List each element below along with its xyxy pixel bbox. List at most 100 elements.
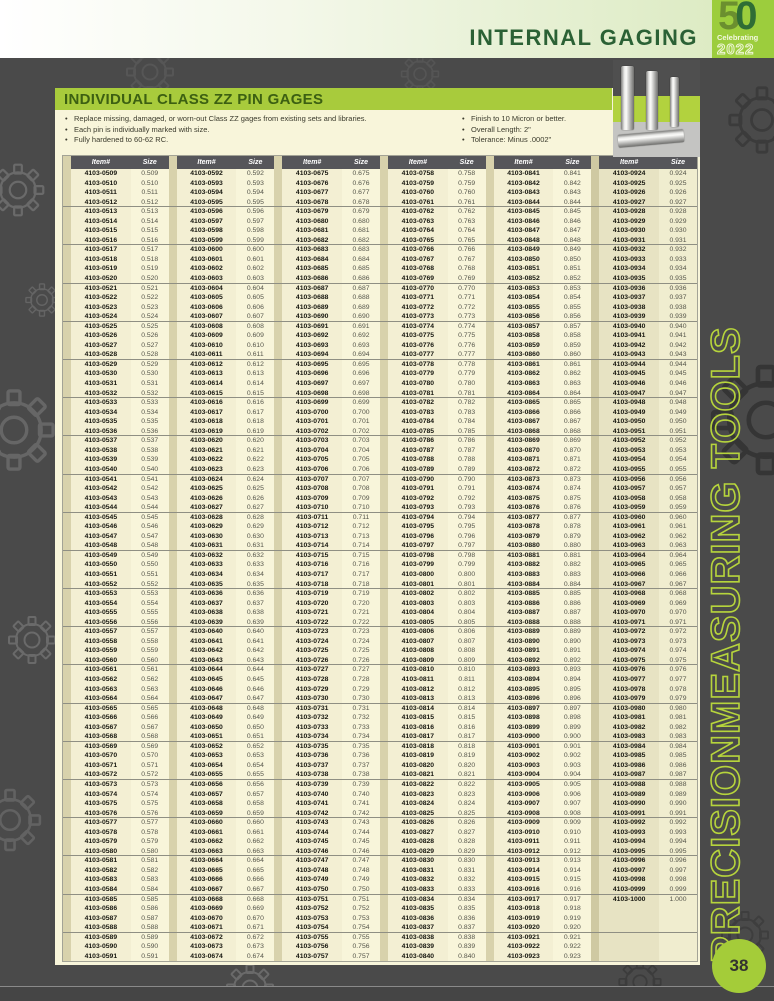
- column-gutter: [63, 646, 71, 656]
- size-cell: 0.994: [659, 837, 697, 847]
- item-cell: 4103-0770: [387, 283, 448, 294]
- column-gutter: [485, 608, 494, 618]
- column-gutter: [274, 274, 283, 283]
- column-gutter: [168, 694, 177, 703]
- column-gutter: [63, 560, 71, 570]
- size-cell: 0.983: [659, 732, 697, 741]
- item-cell: 4103-0872: [493, 464, 554, 474]
- item-cell: 4103-0693: [282, 340, 343, 351]
- table-row: 4103-0571 0.571 4103-0654 0.654 4103-0737 0.7…: [63, 760, 697, 771]
- column-gutter: [168, 464, 177, 474]
- item-cell: 4103-0809: [387, 655, 448, 665]
- column-gutter: [591, 780, 600, 790]
- column-gutter: [168, 178, 177, 189]
- size-cell: 0.511: [130, 188, 169, 198]
- table-row: 4103-0555 0.555 4103-0638 0.638 4103-0721 0.7…: [63, 608, 697, 618]
- item-cell: 4103-0803: [387, 598, 448, 609]
- item-cell: 4103-0781: [387, 388, 448, 398]
- column-gutter: [63, 808, 71, 818]
- column-gutter: [379, 665, 388, 675]
- size-cell: 0.949: [659, 407, 697, 418]
- column-gutter: [274, 379, 283, 389]
- item-cell: 4103-0627: [176, 503, 237, 512]
- item-cell: 4103-0924: [599, 169, 660, 179]
- column-gutter: [63, 789, 71, 800]
- size-cell: 0.614: [236, 379, 275, 389]
- column-gutter: [168, 254, 177, 265]
- item-cell: 4103-0913: [493, 856, 554, 866]
- column-gutter: [63, 407, 71, 418]
- size-cell: [659, 942, 697, 952]
- size-cell: 0.715: [342, 550, 380, 561]
- item-cell: 4103-0981: [599, 713, 660, 723]
- item-cell: 4103-0517: [70, 245, 131, 255]
- table-row: 4103-0579 0.579 4103-0662 0.662 4103-0745 0.7…: [63, 837, 697, 847]
- item-cell: 4103-0602: [176, 264, 237, 275]
- size-cell: 0.523: [130, 302, 169, 313]
- table-row: 4103-0586 0.586 4103-0669 0.669 4103-0752 0.7…: [63, 904, 697, 914]
- size-cell: 0.861: [553, 359, 592, 370]
- size-cell: 0.816: [447, 722, 486, 733]
- item-cell: 4103-0934: [599, 264, 660, 275]
- table-row: 4103-0590 0.590 4103-0673 0.673 4103-0756 0.7…: [63, 942, 697, 952]
- table-row: 4103-0521 0.521 4103-0604 0.604 4103-0687 0.6…: [63, 283, 697, 294]
- size-cell: 0.756: [342, 942, 380, 952]
- item-header-cell: Item#: [282, 156, 343, 169]
- column-gutter: [274, 694, 283, 703]
- item-cell: 4103-0945: [599, 369, 660, 380]
- size-cell: 0.597: [236, 216, 275, 227]
- item-cell: 4103-0522: [70, 293, 131, 303]
- column-gutter: [168, 445, 177, 456]
- size-cell: 0.942: [659, 340, 697, 351]
- column-gutter: [591, 216, 600, 227]
- column-gutter: [168, 283, 177, 294]
- size-cell: 0.630: [236, 531, 275, 542]
- size-cell: 0.838: [447, 932, 486, 943]
- item-cell: 4103-0612: [176, 359, 237, 370]
- column-gutter: [63, 283, 71, 294]
- item-cell: 4103-0730: [282, 694, 343, 703]
- table-row: 4103-0548 0.548 4103-0631 0.631 4103-0714 0.7…: [63, 541, 697, 551]
- size-cell: 0.688: [342, 293, 380, 303]
- column-gutter: [274, 856, 283, 866]
- column-gutter: [63, 522, 71, 532]
- item-cell: 4103-0805: [387, 617, 448, 627]
- size-cell: 0.840: [447, 951, 486, 962]
- size-cell: 0.943: [659, 350, 697, 359]
- size-cell: 0.802: [447, 589, 486, 599]
- size-cell: 0.969: [659, 598, 697, 609]
- column-gutter: [168, 665, 177, 675]
- size-cell: 0.615: [236, 388, 275, 398]
- item-cell: 4103-0815: [387, 713, 448, 723]
- column-gutter: [379, 913, 388, 924]
- column-gutter: [63, 655, 71, 665]
- item-cell: 4103-0634: [176, 569, 237, 580]
- item-cell: 4103-0705: [282, 455, 343, 465]
- item-cell: 4103-0847: [493, 226, 554, 236]
- table-row: 4103-0531 0.531 4103-0614 0.614 4103-0697 0.6…: [63, 379, 697, 389]
- column-gutter: [274, 741, 283, 752]
- column-gutter: [379, 178, 388, 189]
- item-cell: 4103-0690: [282, 312, 343, 321]
- column-gutter: [379, 617, 388, 627]
- anniversary-celebrating: Celebrating: [717, 33, 759, 42]
- size-cell: 0.846: [553, 216, 592, 227]
- item-cell: 4103-0546: [70, 522, 131, 532]
- item-cell: 4103-0556: [70, 617, 131, 627]
- item-cell: 4103-0824: [387, 799, 448, 809]
- item-cell: 4103-0938: [599, 302, 660, 313]
- column-gutter: [485, 369, 494, 380]
- item-cell: 4103-0891: [493, 646, 554, 656]
- size-cell: 0.799: [447, 560, 486, 570]
- column-gutter: [274, 156, 283, 169]
- size-cell: 0.975: [659, 655, 697, 665]
- item-cell: 4103-0747: [282, 856, 343, 866]
- column-gutter: [274, 426, 283, 436]
- item-cell: 4103-0697: [282, 379, 343, 389]
- item-cell: 4103-0596: [176, 207, 237, 217]
- size-cell: 0.881: [553, 550, 592, 561]
- item-cell: 4103-0547: [70, 531, 131, 542]
- item-cell: 4103-0513: [70, 207, 131, 217]
- item-cell: 4103-0843: [493, 188, 554, 198]
- column-gutter: [379, 264, 388, 275]
